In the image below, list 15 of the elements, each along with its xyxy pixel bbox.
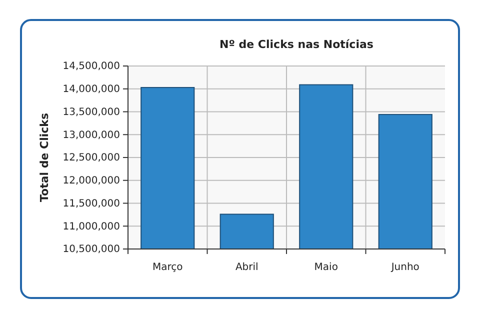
y-tick-label: 13,000,000 (62, 130, 120, 141)
y-tick-label: 12,000,000 (62, 176, 120, 187)
x-tick-label: Junho (390, 262, 420, 273)
y-tick-label: 10,500,000 (62, 244, 120, 256)
y-axis-title: Total de Clicks (38, 112, 51, 202)
x-tick-label: Maio (314, 262, 338, 273)
chart-title: Nº de Clicks nas Notícias (220, 38, 374, 51)
y-tick-label: 12,500,000 (62, 152, 120, 164)
y-tick-label: 11,500,000 (62, 198, 120, 210)
y-tick-label: 11,000,000 (62, 221, 120, 232)
y-tick-label: 13,500,000 (62, 106, 120, 118)
x-tick-label: Abril (235, 262, 258, 273)
x-tick-label: Março (152, 262, 183, 273)
y-tick-label: 14,000,000 (62, 84, 120, 96)
y-tick-label: 14,500,000 (62, 61, 120, 72)
